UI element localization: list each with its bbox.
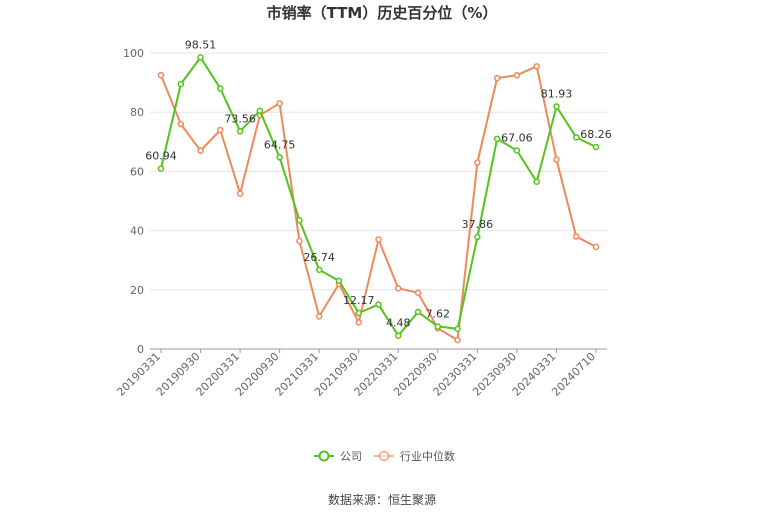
data-point: [395, 332, 402, 339]
data-point: [513, 147, 521, 154]
data-point: [395, 285, 402, 292]
data-point: [533, 63, 540, 70]
data-point: [513, 71, 521, 79]
legend-label: 公司: [340, 450, 362, 463]
data-point: [177, 120, 185, 128]
data-label: 7.62: [426, 307, 451, 320]
data-point: [592, 143, 600, 151]
data-point: [296, 216, 303, 224]
chart-title: 市销率（TTM）历史百分位（%）: [267, 4, 498, 22]
data-label: 4.48: [386, 317, 411, 330]
data-label: 60.94: [145, 150, 177, 163]
data-point: [315, 266, 323, 274]
data-point: [197, 147, 204, 154]
data-point: [236, 128, 244, 135]
legend: 公司 行业中位数: [314, 449, 455, 463]
data-label: 73.56: [224, 112, 256, 125]
data-point: [197, 54, 204, 61]
data-point: [553, 156, 560, 163]
y-tick-label: 100: [123, 47, 144, 60]
data-point: [276, 154, 283, 161]
data-label: 98.51: [185, 38, 217, 51]
source-note: 数据来源：恒生聚源: [328, 492, 436, 507]
data-point: [355, 319, 362, 326]
y-tick-label: 20: [130, 284, 144, 297]
data-point: [414, 308, 422, 316]
data-point: [157, 71, 165, 79]
data-point: [335, 277, 343, 285]
data-point: [493, 74, 501, 82]
data-point: [572, 134, 580, 141]
data-point: [434, 323, 442, 330]
data-label: 37.86: [462, 218, 494, 231]
data-point: [177, 80, 185, 88]
legend-item: 公司: [314, 450, 362, 463]
series-layer: [157, 54, 600, 344]
data-point: [375, 301, 382, 308]
data-point: [217, 126, 224, 134]
data-label: 68.26: [580, 128, 612, 141]
data-point: [256, 107, 264, 114]
data-label: 12.17: [343, 294, 375, 307]
y-tick-label: 80: [130, 106, 144, 119]
data-point: [157, 165, 165, 172]
data-point: [355, 309, 362, 317]
data-point: [533, 178, 540, 186]
data-label: 67.06: [501, 132, 533, 145]
data-point: [454, 325, 461, 333]
data-point: [553, 103, 560, 110]
data-point: [572, 233, 580, 240]
y-axis: 0 20 40 60 80 100: [123, 47, 144, 356]
legend-swatch-marker: [378, 450, 390, 462]
series-line: [160, 65, 597, 342]
data-label: 81.93: [541, 87, 573, 100]
data-label: 64.75: [264, 138, 296, 151]
data-point: [414, 289, 422, 297]
data-point: [276, 100, 283, 107]
y-tick-label: 40: [130, 225, 144, 238]
data-point: [217, 85, 224, 92]
data-point: [296, 237, 303, 245]
data-point: [474, 159, 481, 166]
data-point: [375, 236, 382, 243]
data-point: [454, 336, 461, 344]
data-point: [474, 233, 481, 241]
legend-swatch-marker: [318, 450, 330, 462]
data-point: [236, 190, 244, 197]
y-tick-label: 0: [137, 343, 144, 356]
data-labels: 60.94 98.51 73.56 64.75 26.74 12.17 4.48 7.62 37…: [145, 38, 612, 329]
series-line: [160, 56, 597, 337]
data-point: [493, 135, 501, 143]
x-axis: 2019033120190930202003312020093020210331…: [114, 348, 607, 399]
legend-label: 行业中位数: [400, 449, 455, 463]
data-point: [315, 313, 323, 320]
y-tick-label: 60: [130, 165, 144, 178]
data-point: [592, 243, 600, 251]
legend-item: 行业中位数: [374, 449, 455, 463]
data-label: 26.74: [303, 251, 335, 264]
